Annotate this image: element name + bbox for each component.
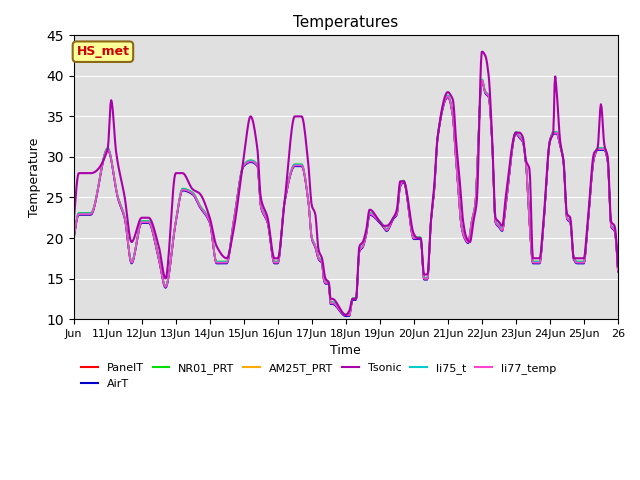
li75_t — [484, 92, 492, 97]
li75_t — [478, 77, 486, 83]
li77_temp — [342, 312, 350, 318]
PanelT — [70, 235, 77, 241]
NR01_PRT — [342, 312, 350, 317]
AM25T_PRT — [417, 238, 425, 243]
li75_t — [70, 235, 77, 240]
Line: AirT: AirT — [74, 81, 618, 316]
Line: PanelT: PanelT — [74, 80, 618, 315]
AM25T_PRT — [387, 222, 394, 228]
NR01_PRT — [614, 267, 622, 273]
NR01_PRT — [387, 220, 394, 226]
Line: li77_temp: li77_temp — [74, 81, 618, 315]
NR01_PRT — [401, 180, 408, 185]
NR01_PRT — [540, 219, 548, 225]
AirT — [417, 238, 425, 244]
li75_t — [614, 267, 622, 273]
AirT — [540, 221, 548, 227]
PanelT — [478, 77, 486, 83]
AM25T_PRT — [614, 268, 622, 274]
Tsonic — [70, 219, 77, 225]
AM25T_PRT — [401, 181, 408, 187]
li75_t — [342, 312, 350, 317]
Legend: PanelT, AirT, NR01_PRT, AM25T_PRT, Tsonic, li75_t, li77_temp: PanelT, AirT, NR01_PRT, AM25T_PRT, Tsoni… — [77, 359, 561, 393]
li77_temp — [540, 220, 548, 226]
AirT — [401, 181, 408, 187]
li75_t — [401, 180, 408, 186]
AirT — [103, 147, 111, 153]
AM25T_PRT — [484, 93, 492, 98]
li77_temp — [387, 222, 394, 228]
Tsonic — [614, 264, 622, 269]
Tsonic — [401, 180, 408, 186]
Tsonic — [387, 220, 394, 226]
Tsonic — [342, 312, 349, 318]
Tsonic — [540, 216, 548, 222]
PanelT — [614, 267, 622, 273]
Tsonic — [479, 49, 486, 55]
X-axis label: Time: Time — [330, 344, 361, 357]
PanelT — [484, 92, 492, 97]
li77_temp — [484, 92, 492, 98]
Tsonic — [103, 148, 111, 154]
AirT — [70, 236, 77, 242]
li77_temp — [614, 268, 622, 274]
Line: Tsonic: Tsonic — [74, 52, 618, 315]
AM25T_PRT — [540, 221, 548, 227]
AirT — [387, 222, 394, 228]
AirT — [614, 269, 622, 275]
li75_t — [417, 237, 425, 242]
PanelT — [387, 221, 394, 227]
PanelT — [417, 237, 425, 243]
Line: NR01_PRT: NR01_PRT — [74, 79, 618, 314]
Text: HS_met: HS_met — [76, 45, 129, 58]
AM25T_PRT — [103, 147, 111, 153]
NR01_PRT — [103, 145, 111, 151]
Y-axis label: Temperature: Temperature — [28, 137, 41, 217]
Tsonic — [484, 66, 492, 72]
AirT — [478, 78, 486, 84]
PanelT — [103, 146, 111, 152]
NR01_PRT — [70, 234, 77, 240]
AM25T_PRT — [342, 313, 350, 319]
PanelT — [342, 312, 350, 318]
AirT — [484, 93, 492, 99]
li77_temp — [417, 237, 425, 243]
AM25T_PRT — [478, 78, 486, 84]
Line: AM25T_PRT: AM25T_PRT — [74, 81, 618, 316]
Title: Temperatures: Temperatures — [293, 15, 399, 30]
AirT — [342, 313, 350, 319]
Line: li75_t: li75_t — [74, 80, 618, 314]
li77_temp — [478, 78, 486, 84]
PanelT — [540, 220, 548, 226]
AM25T_PRT — [70, 236, 77, 242]
li75_t — [540, 219, 548, 225]
li77_temp — [70, 236, 77, 241]
li75_t — [103, 146, 111, 152]
NR01_PRT — [484, 91, 492, 97]
li75_t — [387, 221, 394, 227]
PanelT — [401, 180, 408, 186]
li77_temp — [103, 146, 111, 152]
li77_temp — [401, 180, 408, 186]
Tsonic — [417, 237, 425, 242]
NR01_PRT — [478, 76, 486, 82]
NR01_PRT — [417, 236, 425, 242]
